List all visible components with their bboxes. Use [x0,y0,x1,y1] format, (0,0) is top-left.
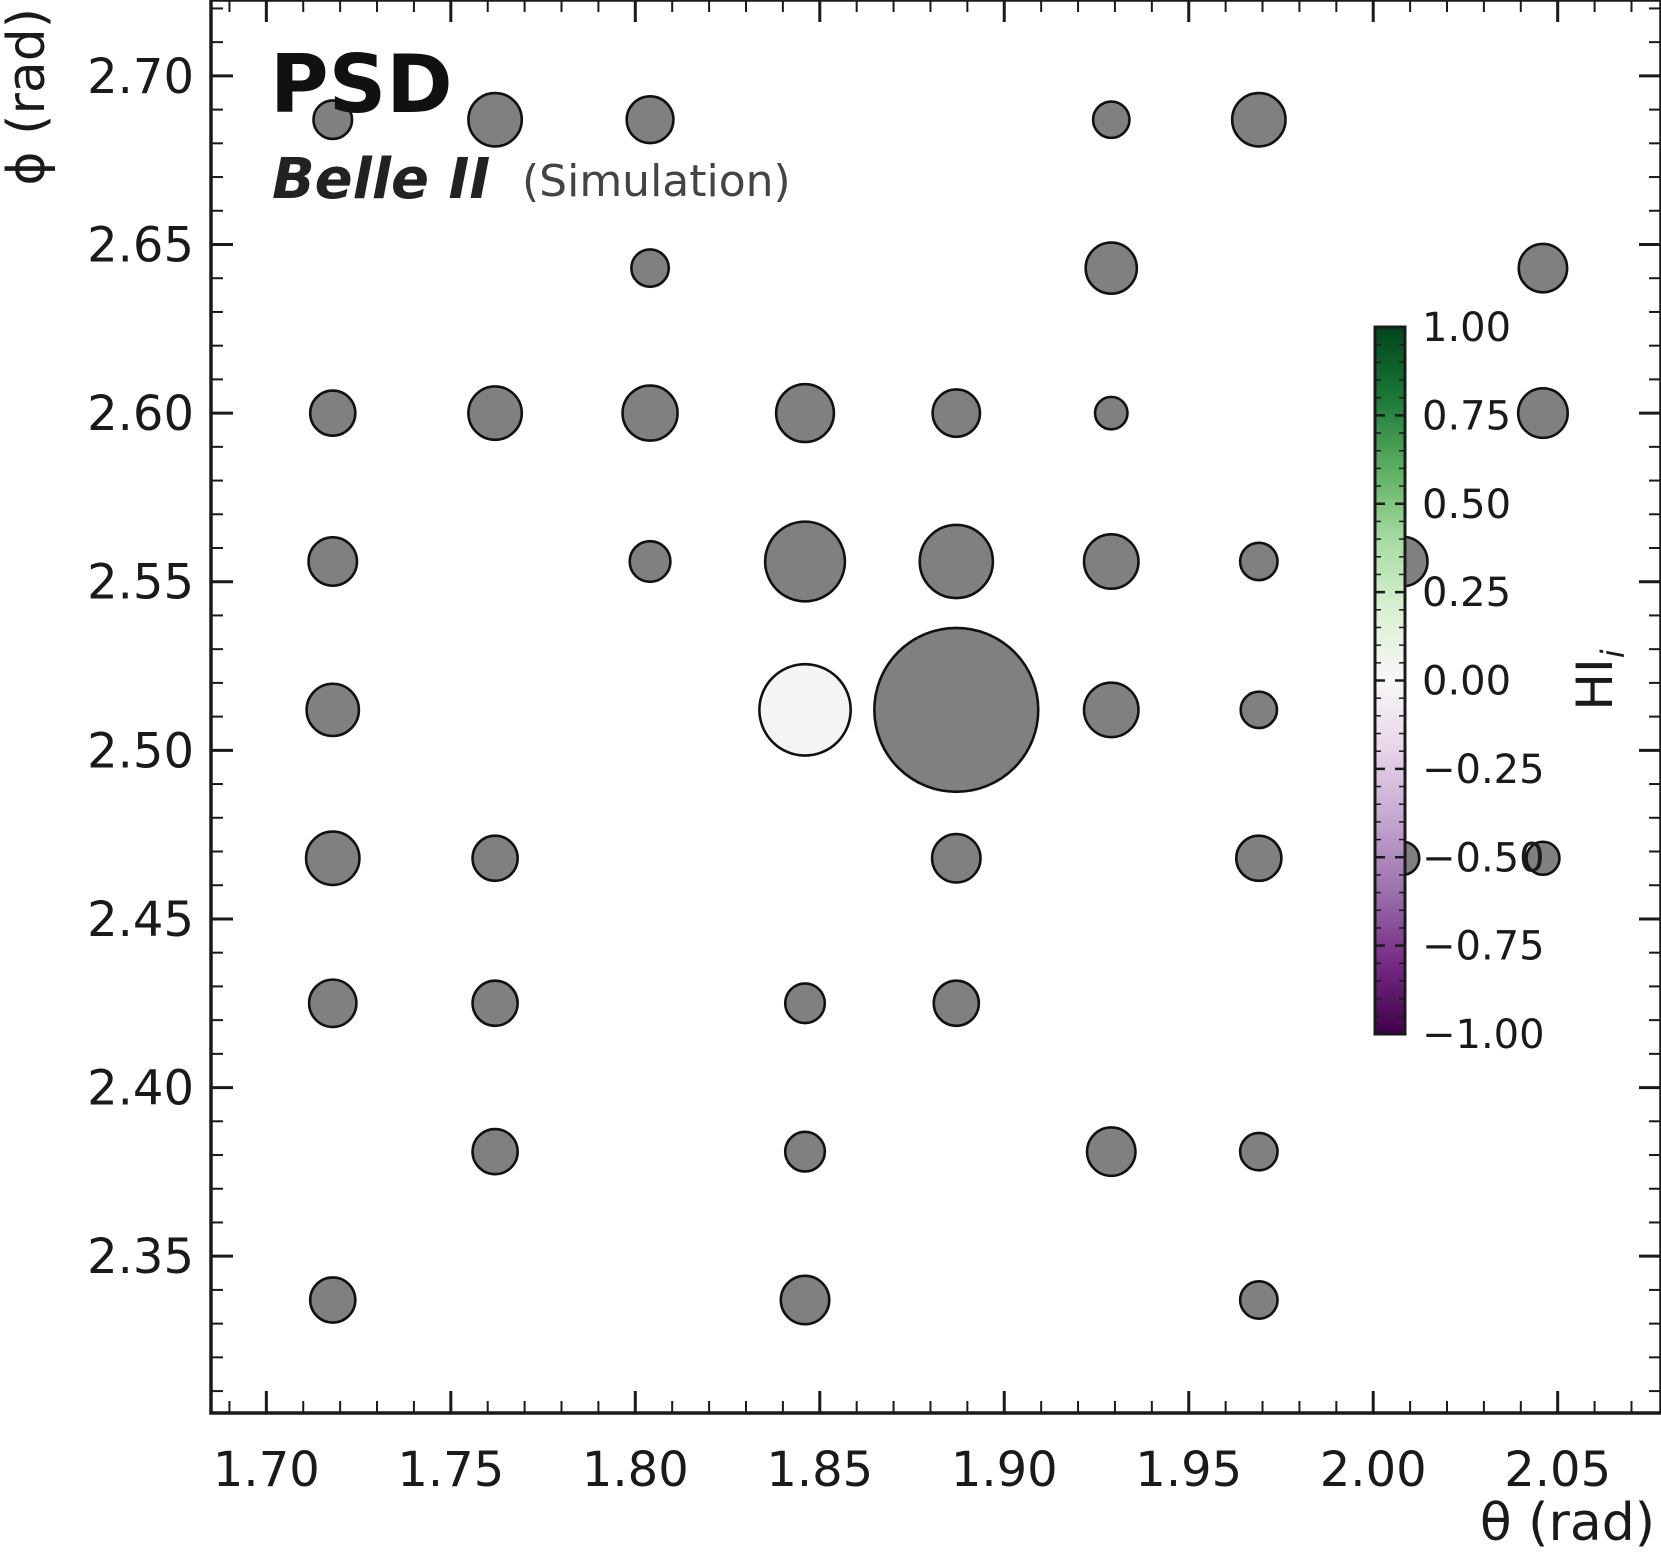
data-point [1234,834,1283,883]
data-point [467,385,524,442]
chart-title: PSD [270,38,453,131]
x-tick-label: 1.75 [397,1442,504,1498]
data-point [1238,541,1279,582]
colorbar-tick-label: 1.00 [1422,305,1511,351]
data-point [1517,242,1569,294]
data-point [307,978,358,1029]
data-point [1238,1131,1279,1172]
x-tick-label: 1.95 [1135,1442,1242,1498]
data-point [931,388,982,439]
data-point [932,979,981,1028]
colorbar-tick-labels: 1.00 0.75 0.50 0.25 0.00 −0.25 −0.50 −0.75 −1.00 [1422,305,1545,1058]
data-point [1238,1280,1279,1321]
data-point [628,539,672,584]
data-point [1082,681,1140,739]
x-tick-label: 2.00 [1320,1442,1427,1498]
data-point [471,979,519,1028]
data-point [1091,100,1131,140]
data-point [1230,91,1287,148]
y-tick-labels: 2.35 2.40 2.45 2.50 2.55 2.60 2.65 2.70 [87,49,194,1285]
data-point [1084,241,1139,295]
data-point [1093,395,1129,431]
experiment-note: (Simulation) [522,156,791,207]
colorbar-tick-label: −0.50 [1422,835,1545,881]
data-point [312,99,354,141]
major-ticks [211,0,1661,1413]
data-point [930,832,982,884]
data-point [1516,387,1569,440]
y-axis-label: ϕ (rad) [0,8,57,186]
data-point [471,834,519,883]
colorbar-label: HIi [1566,649,1632,710]
y-tick-label: 2.40 [87,1061,194,1117]
colorbar-tick-label: −1.00 [1422,1012,1545,1058]
colorbar-label-subscript: i [1594,649,1632,658]
data-point [467,91,524,148]
x-axis-label: θ (rad) [1480,1493,1655,1553]
colorbar: 1.00 0.75 0.50 0.25 0.00 −0.25 −0.50 −0.75 −1.00… [1373,305,1632,1058]
data-point [625,95,675,145]
data-point [471,1127,519,1176]
y-tick-label: 2.60 [87,386,194,442]
colorbar-tick-label: 0.25 [1422,570,1511,616]
x-tick-label: 1.85 [766,1442,873,1498]
data-point [1239,690,1279,730]
colorbar-tick-label: 0.75 [1422,393,1511,439]
data-point [918,523,995,600]
x-tick-labels: 1.70 1.75 1.80 1.85 1.90 1.95 2.00 2.05 [213,1442,1611,1498]
data-point [774,382,836,444]
colorbar-tick-label: 0.50 [1422,482,1511,528]
data-point [630,248,671,289]
y-tick-label: 2.45 [87,892,194,948]
x-tick-label: 1.70 [213,1442,320,1498]
plot-frame [209,0,1661,1415]
y-tick-label: 2.35 [87,1229,194,1285]
data-point [763,520,847,603]
data-point [1082,532,1140,591]
data-point [783,982,827,1025]
y-tick-label: 2.65 [87,217,194,273]
data-point [758,662,852,757]
x-tick-label: 2.05 [1504,1442,1611,1498]
data-point [305,682,361,738]
colorbar-tick-label: −0.75 [1422,924,1545,970]
data-point [779,1274,831,1326]
y-tick-label: 2.70 [87,49,194,105]
data-points [304,91,1569,1326]
experiment-name: Belle II [272,147,490,212]
data-point [873,626,1040,794]
y-tick-label: 2.50 [87,723,194,779]
colorbar-ticks [1375,325,1405,1036]
minor-ticks [211,0,1661,1413]
colorbar-tick-label: 0.00 [1422,659,1511,705]
x-tick-label: 1.90 [951,1442,1058,1498]
x-tick-label: 1.80 [582,1442,689,1498]
colorbar-tick-label: −0.25 [1422,747,1545,793]
data-point [621,384,679,442]
data-point [1525,840,1561,877]
data-point [308,1276,357,1324]
data-point [1085,1126,1137,1178]
data-point [783,1130,827,1173]
data-point [307,535,359,587]
y-tick-label: 2.55 [87,555,194,611]
data-point [304,830,361,887]
data-point [308,389,357,437]
